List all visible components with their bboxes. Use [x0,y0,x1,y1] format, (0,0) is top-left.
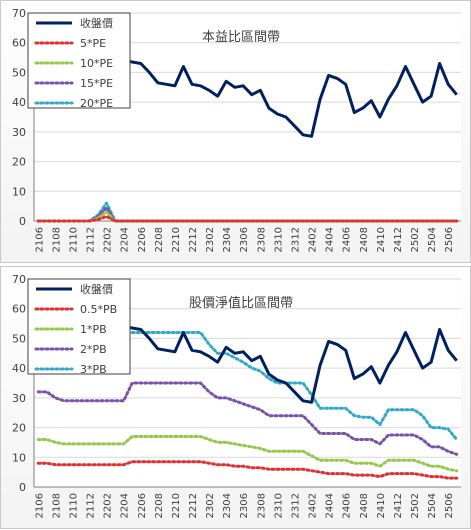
x-tick-label: 2108 [51,227,62,252]
y-tick-label: 0 [19,481,26,494]
series-line-4 [130,331,459,441]
x-tick-label: 2108 [51,493,62,518]
x-tick-label: 2402 [308,227,319,252]
x-tick-label: 2306 [239,227,250,252]
x-tick-label: 2110 [68,493,79,518]
x-tick-label: 2308 [256,227,267,252]
y-tick-label: 40 [12,96,26,109]
legend-label: 3*PB [80,363,107,376]
legend [27,12,131,109]
x-tick-label: 2410 [376,227,387,252]
x-tick-label: 2106 [34,227,45,252]
legend-label: 0.5*PB [80,303,117,316]
chart-title: 本益比區間帶 [202,30,280,45]
x-tick-label: 2506 [444,227,455,252]
legend-label: 2*PB [80,343,107,356]
x-tick-label: 2404 [325,227,336,252]
pe-band-chart: 0 10 20 30 40 50 60 70 2106 2108 2110 2112 2202 2204 2… [12,7,461,252]
x-tick-label: 2204 [120,493,131,518]
legend [27,278,131,375]
y-tick-label: 70 [12,7,26,20]
x-tick-label: 2212 [188,227,199,252]
x-tick-label: 2502 [410,493,421,518]
x-tick-label: 2310 [273,493,284,518]
y-tick-label: 70 [12,273,26,286]
legend-label: 1*PB [80,323,107,336]
x-tick-label: 2408 [359,227,370,252]
x-tick-label: 2306 [239,493,250,518]
y-tick-label: 50 [12,332,26,345]
series-line-1 [36,215,459,223]
x-tick-label: 2404 [325,493,336,518]
y-tick-label: 20 [12,422,26,435]
x-tick-label: 2112 [86,493,97,518]
x-tick-label: 2112 [86,227,97,252]
x-tick-label: 2504 [427,227,438,252]
x-tick-label: 2202 [103,493,114,518]
x-tick-label: 2308 [256,493,267,518]
pb-band-chart: 0 10 20 30 40 50 60 70 2106 2108 2110 2112 2202 2204 2… [12,273,461,518]
x-tick-label: 2212 [188,493,199,518]
x-tick-label: 2406 [342,493,353,518]
y-tick-label: 60 [12,303,26,316]
series-line-2 [36,435,459,473]
y-tick-label: 50 [12,66,26,79]
x-tick-label: 2310 [273,227,284,252]
x-tick-label: 2302 [205,493,216,518]
x-tick-label: 2506 [444,493,455,518]
legend-label: 收盤價 [80,16,113,30]
x-tick-label: 2410 [376,493,387,518]
x-tick-label: 2202 [103,227,114,252]
y-tick-label: 30 [12,392,26,405]
pe-band-chart-panel: 0 10 20 30 40 50 60 70 2106 2108 2110 2112 2202 2204 2… [0,0,471,263]
x-tick-label: 2206 [137,493,148,518]
x-tick-label: 2408 [359,493,370,518]
x-tick-label: 2406 [342,227,353,252]
y-tick-label: 30 [12,126,26,139]
x-tick-label: 2504 [427,493,438,518]
pb-band-chart-panel: 0 10 20 30 40 50 60 70 2106 2108 2110 2112 2202 2204 2… [0,266,471,529]
x-tick-label: 2312 [290,227,301,252]
y-tick-label: 60 [12,37,26,50]
x-tick-label: 2110 [68,227,79,252]
series-line-0 [114,59,458,138]
x-tick-label: 2210 [171,227,182,252]
x-tick-label: 2208 [154,227,165,252]
x-tick-label: 2412 [393,227,404,252]
y-tick-label: 0 [19,215,26,228]
x-tick-label: 2210 [171,493,182,518]
y-tick-label: 10 [12,185,26,198]
x-tick-label: 2204 [120,227,131,252]
x-tick-label: 2304 [222,227,233,252]
x-tick-label: 2312 [290,493,301,518]
x-tick-label: 2502 [410,227,421,252]
y-tick-label: 10 [12,451,26,464]
x-tick-label: 2412 [393,493,404,518]
y-tick-label: 40 [12,362,26,375]
x-tick-label: 2208 [154,493,165,518]
legend-label: 20*PE [80,97,113,110]
legend-label: 5*PE [80,37,106,50]
x-tick-label: 2304 [222,493,233,518]
x-tick-label: 2402 [308,493,319,518]
x-tick-label: 2206 [137,227,148,252]
series-line-3 [36,381,459,456]
chart-title: 股價淨值比區間帶 [189,295,293,311]
x-tick-label: 2302 [205,227,216,252]
y-tick-label: 20 [12,156,26,169]
series-line-0 [114,325,458,404]
series-line-1 [36,460,459,480]
legend-label: 收盤價 [80,282,113,296]
x-tick-label: 2106 [34,493,45,518]
legend-label: 15*PE [80,77,113,90]
legend-label: 10*PE [80,57,113,70]
